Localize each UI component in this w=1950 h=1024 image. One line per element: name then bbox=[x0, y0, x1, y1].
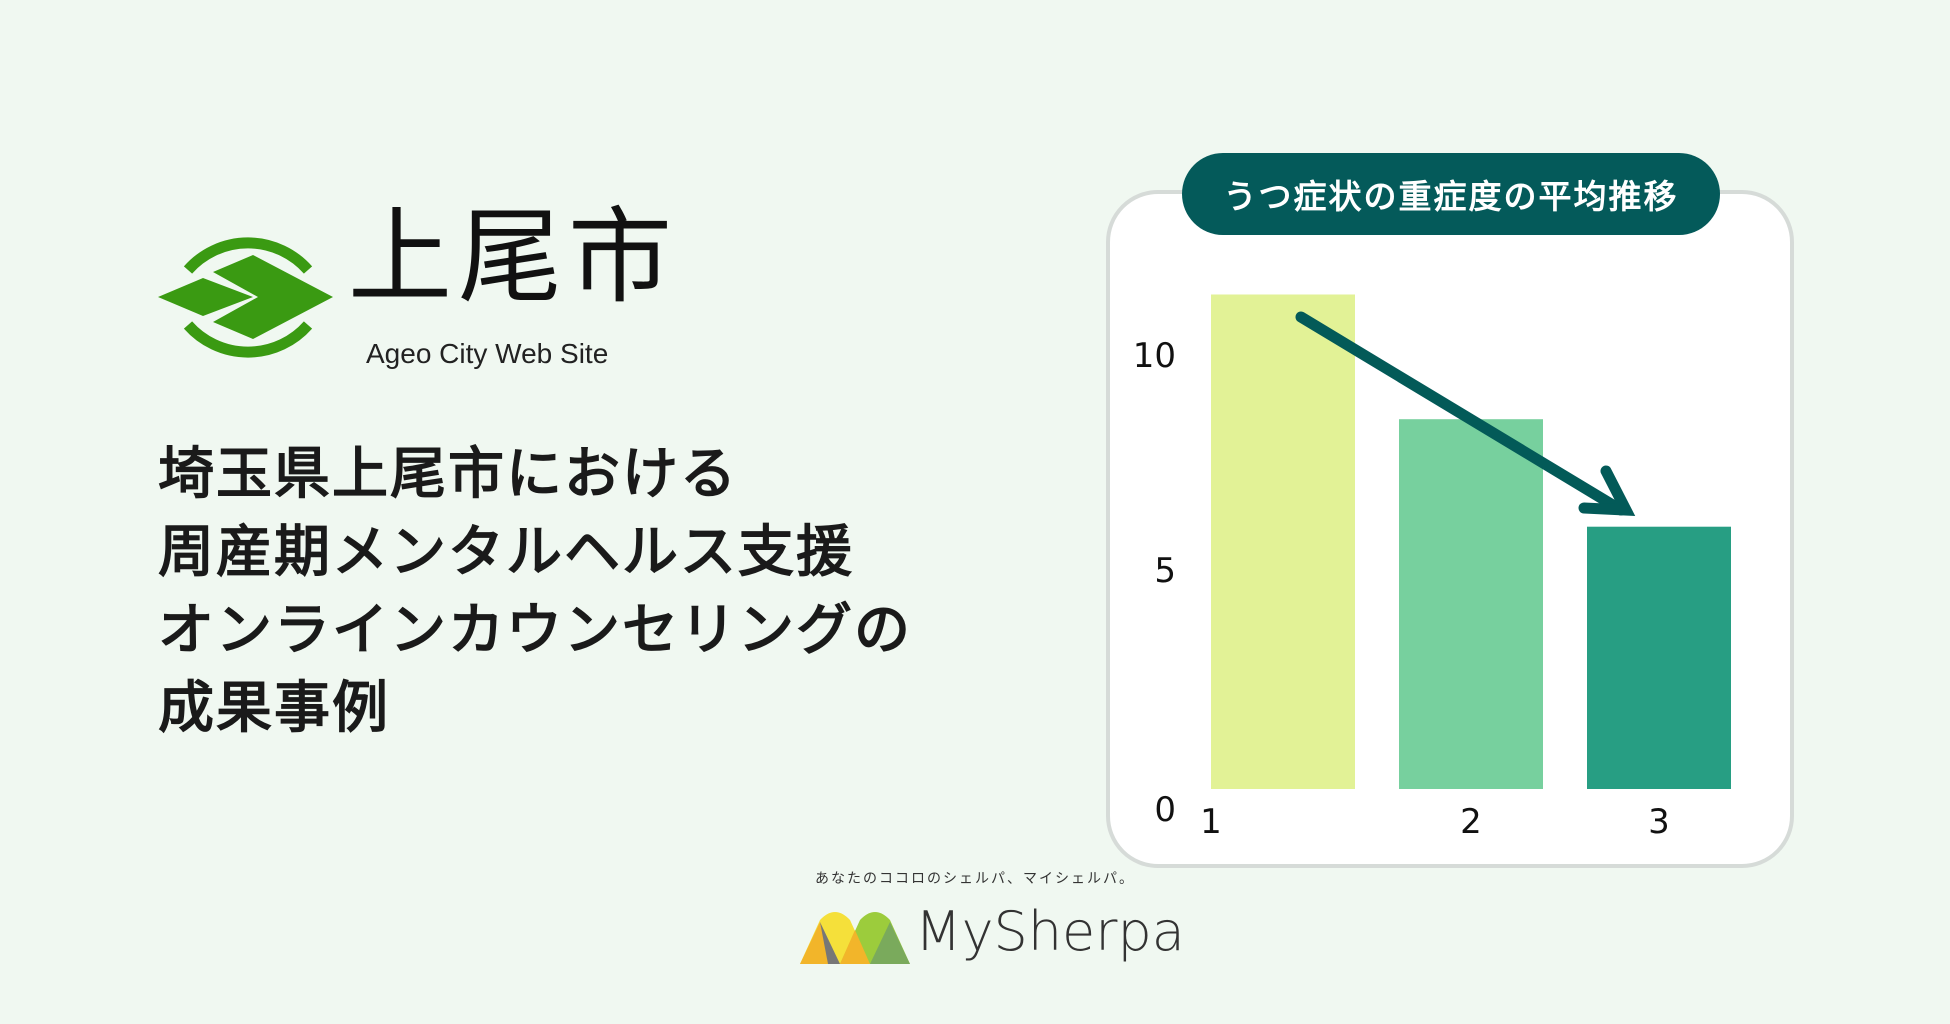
heading-line: 周産期メンタルヘルス支援 bbox=[158, 520, 854, 585]
bar bbox=[1399, 419, 1543, 789]
heading-line: 成果事例 bbox=[158, 676, 390, 741]
heading-line: 埼玉県上尾市における bbox=[158, 442, 738, 507]
x-tick-label: 3 bbox=[1648, 802, 1670, 842]
city-name: 上尾市 bbox=[348, 196, 679, 318]
heading-line: オンラインカウンセリングの bbox=[158, 598, 912, 663]
y-tick-label: 0 bbox=[1154, 790, 1176, 830]
x-tick-label: 2 bbox=[1460, 802, 1482, 842]
page-heading: 埼玉県上尾市における 周産期メンタルヘルス支援 オンラインカウンセリングの 成果… bbox=[158, 436, 912, 748]
y-tick-label: 10 bbox=[1133, 336, 1176, 376]
bar bbox=[1211, 294, 1355, 789]
trend-arrow-shaft bbox=[1295, 311, 1627, 516]
trend-arrow-head-icon bbox=[1578, 465, 1636, 516]
brand-tagline: あなたのココロのシェルパ、マイシェルパ。 bbox=[815, 871, 1135, 887]
ageo-city-emblem-icon bbox=[158, 237, 333, 358]
bar-chart: 1 2 3 0 5 10 bbox=[1133, 294, 1731, 842]
mysherpa-mountain-logo-icon bbox=[800, 912, 910, 964]
bar bbox=[1587, 526, 1731, 789]
chart-title: うつ症状の重症度の平均推移 bbox=[1182, 153, 1720, 235]
mysherpa-brand: MySherpa bbox=[915, 900, 1185, 963]
city-subtitle: Ageo City Web Site bbox=[366, 338, 609, 369]
x-tick-label: 1 bbox=[1200, 802, 1222, 842]
y-tick-label: 5 bbox=[1154, 551, 1176, 591]
